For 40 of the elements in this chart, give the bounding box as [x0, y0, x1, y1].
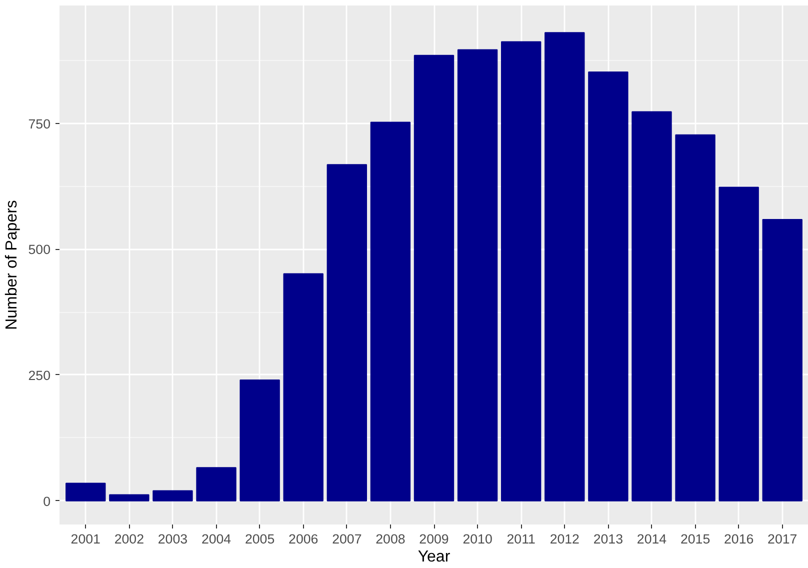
x-axis-title: Year — [418, 548, 451, 566]
bar — [240, 380, 280, 502]
bar — [326, 164, 368, 502]
x-tick-label: 2002 — [114, 532, 144, 546]
x-tick-label: 2013 — [593, 532, 624, 546]
bar — [196, 467, 236, 502]
bar — [632, 111, 672, 502]
x-tick-label: 2006 — [288, 532, 318, 546]
x-tick-label: 2011 — [506, 532, 536, 546]
bar — [283, 273, 324, 502]
x-tick-label: 2003 — [158, 532, 188, 546]
x-tick-label: 2014 — [636, 532, 668, 546]
x-tick-label: 2010 — [462, 532, 492, 546]
bar — [500, 41, 542, 502]
x-tick-label: 2001 — [70, 532, 100, 546]
x-tick-label: 2016 — [724, 532, 754, 546]
bar — [414, 54, 454, 502]
bar — [675, 134, 716, 502]
bar — [718, 186, 759, 502]
y-tick-label: 500 — [28, 242, 51, 258]
bar — [152, 490, 193, 502]
x-tick-label: 2008 — [376, 532, 406, 546]
bar — [544, 32, 585, 502]
bar — [66, 482, 106, 502]
bar — [370, 122, 411, 502]
y-axis-title: Number of Papers — [3, 200, 20, 330]
y-tick-label: 750 — [28, 116, 51, 132]
x-tick-label: 2004 — [201, 532, 232, 546]
bar — [109, 494, 150, 502]
bar — [457, 49, 498, 502]
y-tick-label: 250 — [28, 368, 51, 383]
x-tick-label: 2017 — [768, 532, 798, 546]
x-tick-label: 2015 — [680, 532, 710, 546]
x-tick-label: 2009 — [419, 532, 449, 546]
x-tick-label: 2005 — [244, 532, 275, 546]
y-tick-label: 0 — [43, 494, 51, 509]
x-tick-label: 2007 — [332, 532, 362, 546]
bar — [588, 71, 628, 502]
x-tick-label: 2012 — [550, 532, 580, 546]
bar — [762, 218, 802, 502]
